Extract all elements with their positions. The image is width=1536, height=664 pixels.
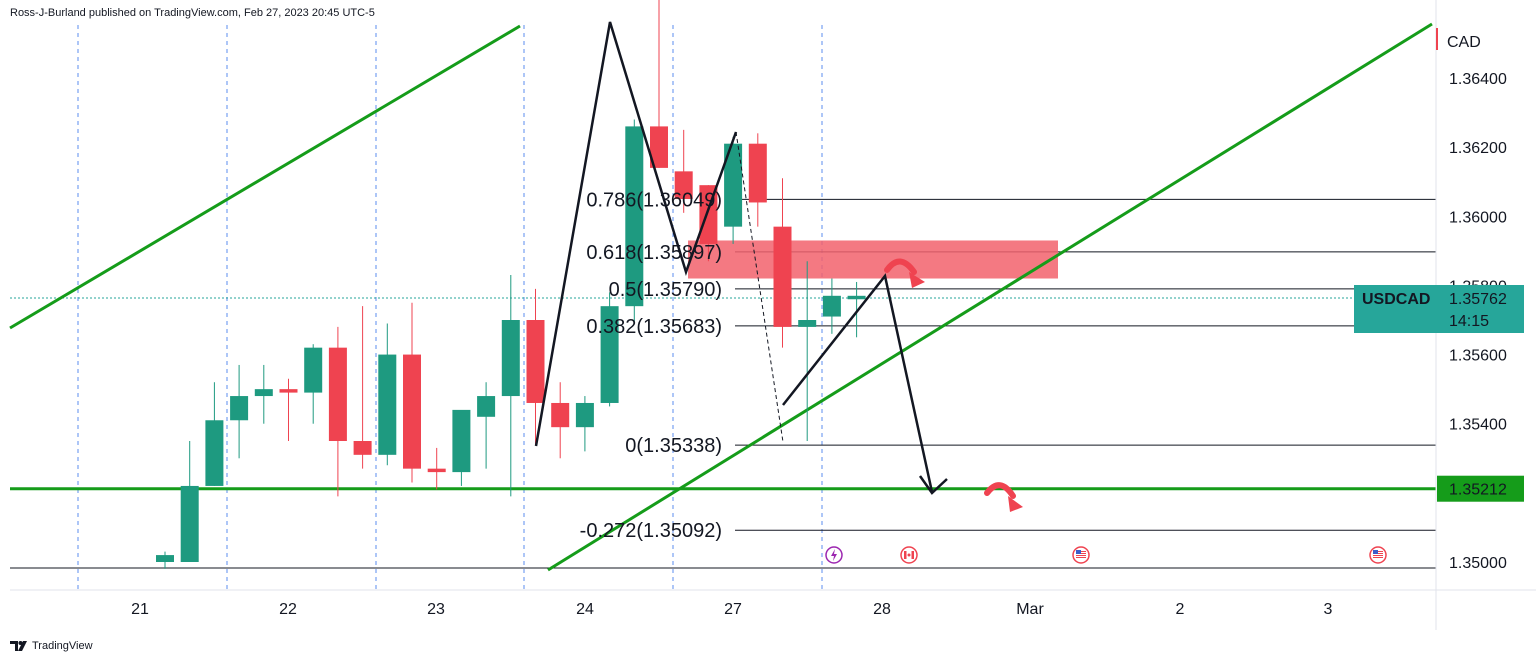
flag-stripe bbox=[1373, 555, 1383, 556]
candle-up bbox=[477, 396, 496, 417]
price-tick-label: 1.36000 bbox=[1449, 209, 1507, 226]
candle-down bbox=[674, 171, 693, 199]
candle-up bbox=[724, 143, 743, 227]
trendlines bbox=[9, 22, 1433, 572]
fib-label: -0.272(1.35092) bbox=[580, 520, 722, 542]
date-tick-label: 24 bbox=[576, 601, 594, 618]
candle-down bbox=[748, 143, 767, 203]
impulse-wave-path bbox=[534, 21, 738, 447]
candle-down bbox=[353, 441, 372, 455]
flag-canton bbox=[1076, 550, 1081, 554]
candle-up bbox=[156, 555, 174, 562]
candle-down bbox=[279, 389, 298, 393]
price-axis: CAD1.350001.354001.356001.358001.360001.… bbox=[1435, 0, 1507, 630]
candle-up bbox=[822, 295, 841, 317]
candle-up bbox=[798, 320, 817, 327]
countdown-label: 14:15 bbox=[1449, 313, 1489, 330]
candle-down bbox=[427, 468, 446, 473]
candle-up bbox=[600, 306, 619, 403]
price-tick-label: 1.36200 bbox=[1449, 140, 1507, 157]
candle-up bbox=[254, 389, 273, 397]
flag-stripe bbox=[1373, 557, 1383, 558]
candle-down bbox=[328, 347, 347, 441]
candle-up bbox=[230, 396, 249, 421]
price-tick-label: 1.36400 bbox=[1449, 71, 1507, 88]
projected-wave-path bbox=[782, 273, 934, 493]
flag-leaf bbox=[907, 553, 911, 557]
price-tick-label: 1.35400 bbox=[1449, 417, 1507, 434]
fib-retracement-diagonal bbox=[735, 131, 784, 443]
fib-labels: 0.786(1.36049) 0.618(1.35897) 0.5(1.35790)… bbox=[580, 189, 722, 542]
candle-up bbox=[452, 409, 471, 473]
candle-up bbox=[625, 126, 644, 307]
support-price-badge bbox=[1437, 475, 1524, 502]
candle-up bbox=[847, 295, 866, 300]
currency-label: CAD bbox=[1447, 34, 1481, 51]
symbol-label: USDCAD bbox=[1362, 291, 1430, 308]
curved-arrow-support bbox=[984, 482, 1016, 499]
vertical-separators bbox=[77, 25, 823, 590]
horizontal-levels bbox=[10, 198, 1436, 569]
date-tick-label: 23 bbox=[427, 601, 445, 618]
fib-label: 0.5(1.35790) bbox=[609, 279, 722, 301]
flash-glyph bbox=[831, 549, 837, 561]
price-tick-label: 1.35600 bbox=[1449, 348, 1507, 365]
tradingview-footer: TradingView bbox=[10, 640, 93, 652]
candle-up bbox=[304, 347, 323, 393]
flag-canton bbox=[1373, 550, 1378, 554]
fib-label: 0.786(1.36049) bbox=[586, 189, 722, 211]
candle-down bbox=[650, 126, 668, 168]
support-price-label: 1.35212 bbox=[1449, 482, 1507, 499]
candle-down bbox=[773, 226, 792, 327]
flag-stripe bbox=[1076, 557, 1086, 558]
projection-arrows bbox=[534, 21, 1023, 512]
candle-down bbox=[526, 320, 545, 403]
date-axis: 21 22 23 24 27 28 Mar 2 3 bbox=[10, 589, 1536, 618]
price-tick-label: 1.35000 bbox=[1449, 555, 1507, 572]
flag-stripe bbox=[1076, 555, 1086, 556]
date-tick-label: 28 bbox=[873, 601, 891, 618]
date-tick-label: 27 bbox=[724, 601, 742, 618]
upper-channel-trendline bbox=[9, 24, 521, 330]
lower-channel-trendline bbox=[547, 22, 1433, 572]
publisher-header: Ross-J-Burland published on TradingView.… bbox=[10, 7, 375, 19]
currency-marker bbox=[1436, 28, 1438, 50]
resistance-zone-layer bbox=[688, 240, 1058, 279]
candle-down bbox=[551, 402, 570, 428]
candle-up bbox=[378, 354, 397, 455]
curved-arrowhead-support bbox=[1008, 496, 1023, 512]
badges: USDCAD 1.35762 14:15 1.35212 bbox=[1354, 285, 1524, 502]
flash-event-icon bbox=[825, 546, 843, 564]
date-tick-label: 3 bbox=[1324, 601, 1333, 618]
fib-label: 0(1.35338) bbox=[625, 435, 722, 457]
candle-down bbox=[403, 354, 421, 469]
event-icons bbox=[825, 546, 1387, 564]
date-tick-label: 21 bbox=[131, 601, 149, 618]
tradingview-logo-icon bbox=[10, 641, 27, 651]
date-tick-label: 22 bbox=[279, 601, 297, 618]
tradingview-brand: TradingView bbox=[32, 640, 93, 652]
curved-arrow-resistance bbox=[884, 258, 917, 275]
curved-arrowhead-resistance bbox=[909, 272, 925, 288]
candle-up bbox=[180, 485, 199, 562]
symbol-price-badge bbox=[1354, 285, 1524, 333]
fib-label: 0.382(1.35683) bbox=[586, 316, 722, 338]
us-flag-event-icon bbox=[1072, 546, 1090, 564]
candles bbox=[156, 0, 866, 569]
candle-up bbox=[501, 320, 520, 397]
canada-flag-event-icon bbox=[900, 546, 918, 564]
fib-label: 0.618(1.35897) bbox=[586, 242, 722, 264]
resistance-zone bbox=[688, 240, 1058, 279]
current-price-label: 1.35762 bbox=[1449, 291, 1507, 308]
projection-arrowhead bbox=[918, 475, 948, 495]
us-flag-event-icon bbox=[1369, 546, 1387, 564]
flag-band-right bbox=[911, 551, 914, 559]
flag-band-left bbox=[904, 551, 907, 559]
candle-up bbox=[575, 402, 594, 428]
date-tick-label: Mar bbox=[1016, 601, 1044, 618]
date-tick-label: 2 bbox=[1176, 601, 1185, 618]
candle-up bbox=[205, 420, 224, 486]
